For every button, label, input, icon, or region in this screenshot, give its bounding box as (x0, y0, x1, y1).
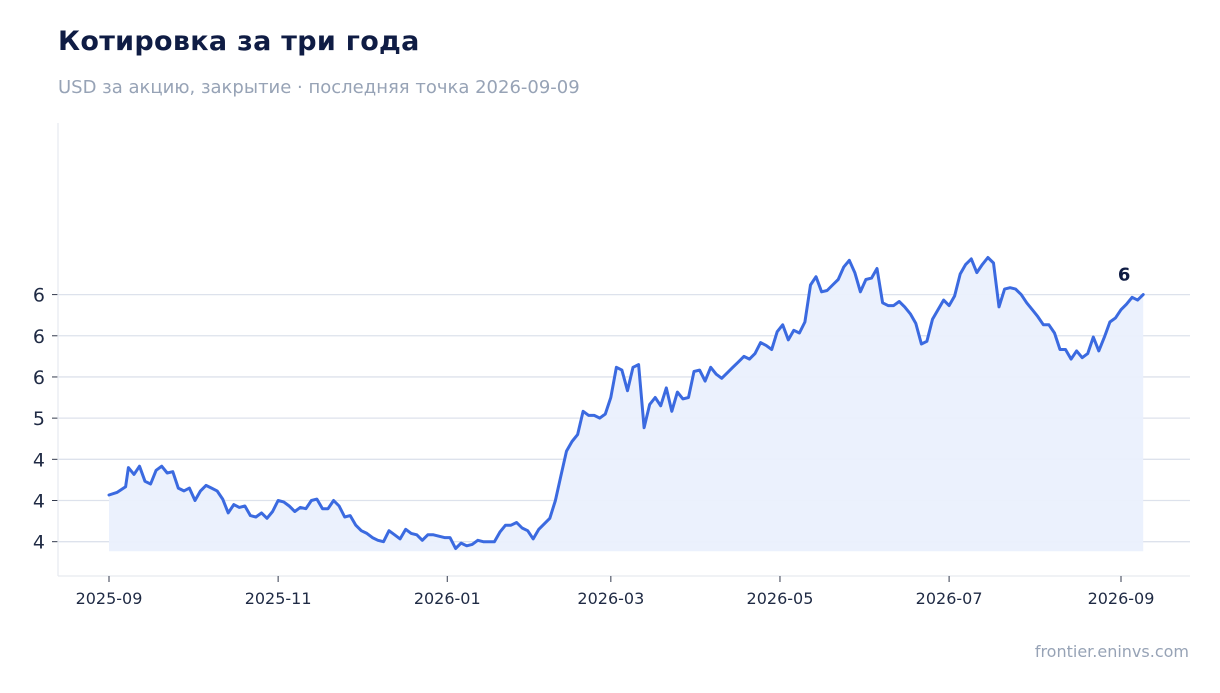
y-tick-label: 4 (33, 532, 45, 554)
chart-title: Котировка за три года (58, 26, 420, 57)
y-tick-label: 6 (33, 367, 45, 389)
y-tick-label: 6 (33, 285, 45, 307)
price-area (109, 257, 1144, 552)
x-tick-label: 2025-09 (76, 589, 143, 608)
y-tick-label: 4 (33, 449, 45, 471)
x-tick-label: 2026-05 (747, 589, 814, 608)
y-tick-label: 5 (33, 408, 45, 430)
chart-subtitle: USD за акцию, закрытие · последняя точка… (58, 77, 580, 98)
x-tick-labels: 2025-09 2025-11 2026-01 2026-03 2026-05 2026-… (76, 576, 1155, 608)
x-tick-label: 2026-07 (916, 589, 983, 608)
source-footer: frontier.eninvs.com (1034, 642, 1189, 661)
y-tick-label: 6 (33, 326, 45, 348)
y-tick-labels: 4 4 4 5 6 6 6 (33, 285, 45, 554)
x-tick-label: 2026-09 (1088, 589, 1155, 608)
axes (57, 123, 1190, 577)
price-line (107, 256, 1145, 550)
x-tick-label: 2025-11 (245, 589, 312, 608)
y-tick-label: 4 (33, 491, 45, 513)
last-value-label: 6 (1118, 265, 1131, 286)
x-tick-label: 2026-01 (414, 589, 481, 608)
x-tick-label: 2026-03 (577, 589, 644, 608)
